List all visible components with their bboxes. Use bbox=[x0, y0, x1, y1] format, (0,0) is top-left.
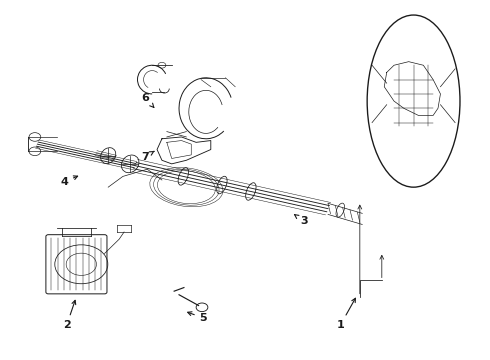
Text: 5: 5 bbox=[188, 312, 207, 323]
Text: 1: 1 bbox=[337, 298, 355, 330]
Text: 2: 2 bbox=[63, 300, 76, 330]
Text: 7: 7 bbox=[141, 151, 154, 162]
Text: 3: 3 bbox=[294, 215, 307, 226]
Text: 6: 6 bbox=[141, 93, 154, 107]
Text: 4: 4 bbox=[60, 176, 77, 187]
